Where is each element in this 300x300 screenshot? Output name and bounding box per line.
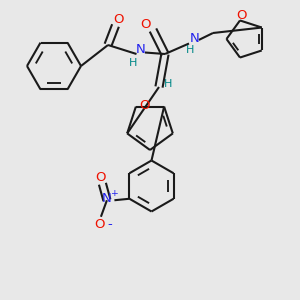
Text: N: N xyxy=(102,192,112,205)
Text: O: O xyxy=(96,171,106,184)
Text: +: + xyxy=(110,189,117,198)
Text: H: H xyxy=(129,58,138,68)
Text: O: O xyxy=(113,13,124,26)
Text: N: N xyxy=(190,32,199,45)
Text: O: O xyxy=(94,218,105,231)
Text: O: O xyxy=(140,17,151,31)
Text: O: O xyxy=(139,99,149,112)
Text: H: H xyxy=(186,45,195,55)
Text: H: H xyxy=(164,79,172,89)
Text: N: N xyxy=(136,43,146,56)
Text: -: - xyxy=(107,218,112,231)
Text: O: O xyxy=(236,9,247,22)
